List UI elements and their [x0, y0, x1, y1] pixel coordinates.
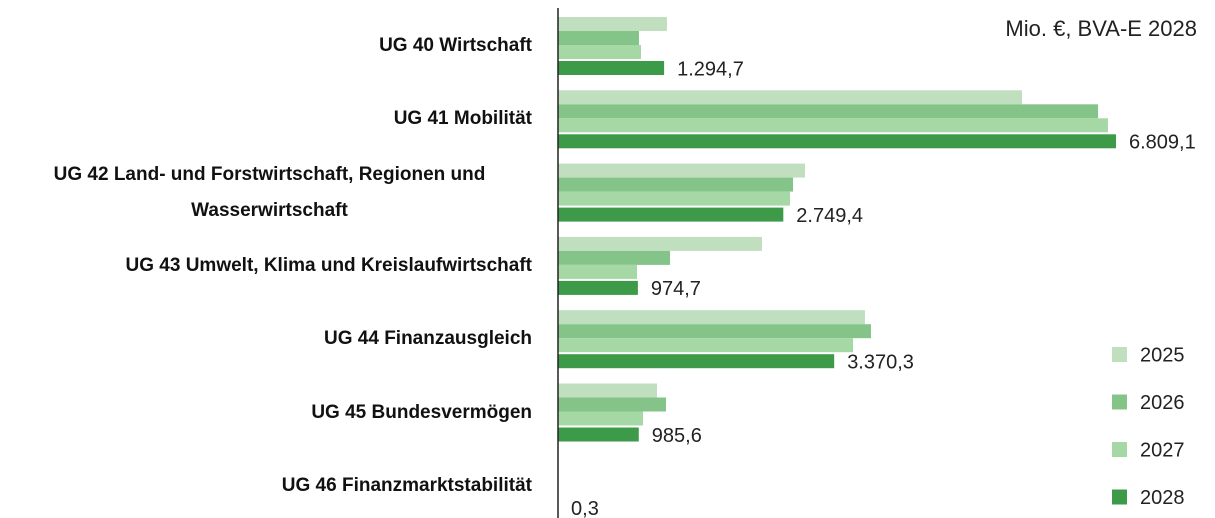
- legend-label: 2028: [1140, 487, 1185, 509]
- bar: [558, 383, 657, 398]
- bar: [558, 207, 784, 222]
- bar: [558, 280, 638, 295]
- bar: [558, 264, 637, 279]
- value-label: 0,3: [571, 498, 599, 518]
- legend-label: 2026: [1140, 392, 1185, 414]
- bar: [558, 236, 762, 251]
- category-label: UG 43 Umwelt, Klima und Kreislaufwirtsch…: [125, 254, 532, 276]
- legend-label: 2027: [1140, 439, 1185, 461]
- bar: [558, 427, 639, 442]
- bar: [558, 411, 643, 426]
- category-label: UG 42 Land- und Forstwirtschaft, Regione…: [53, 163, 486, 221]
- value-label: 3.370,3: [847, 351, 914, 373]
- legend-label: 2025: [1140, 344, 1185, 366]
- legend-swatch: [1112, 347, 1127, 362]
- bar: [558, 338, 854, 353]
- bar: [558, 250, 671, 265]
- value-label: 2.749,4: [796, 205, 863, 227]
- legend-swatch: [1112, 394, 1127, 410]
- category-label: UG 44 Finanzausgleich: [324, 328, 532, 350]
- bar: [558, 354, 835, 369]
- bar: [558, 324, 871, 339]
- value-label: 974,7: [651, 278, 701, 300]
- chart-title: Mio. €, BVA-E 2028: [1005, 16, 1197, 41]
- category-label: UG 46 Finanzmarktstabilität: [281, 474, 532, 496]
- legend-swatch: [1112, 489, 1127, 505]
- category-label: UG 41 Mobilität: [393, 108, 532, 130]
- category-label: UG 40 Wirtschaft: [379, 35, 532, 56]
- bar: [558, 45, 642, 59]
- bar: [558, 163, 805, 178]
- bar: [558, 17, 667, 31]
- bar: [558, 134, 1116, 149]
- value-label: 1.294,7: [677, 58, 744, 80]
- bar: [558, 191, 790, 206]
- value-label: 6.809,1: [1129, 132, 1196, 154]
- bar: [558, 177, 794, 192]
- bar: [558, 104, 1099, 119]
- legend-swatch: [1112, 442, 1127, 457]
- bar: [558, 90, 1022, 105]
- bar: [558, 310, 865, 325]
- bar: [558, 31, 639, 45]
- bar: [558, 61, 665, 75]
- bar: [558, 118, 1108, 133]
- bar: [558, 397, 667, 412]
- value-label: 985,6: [652, 425, 702, 447]
- category-label: UG 45 Bundesvermögen: [311, 401, 532, 423]
